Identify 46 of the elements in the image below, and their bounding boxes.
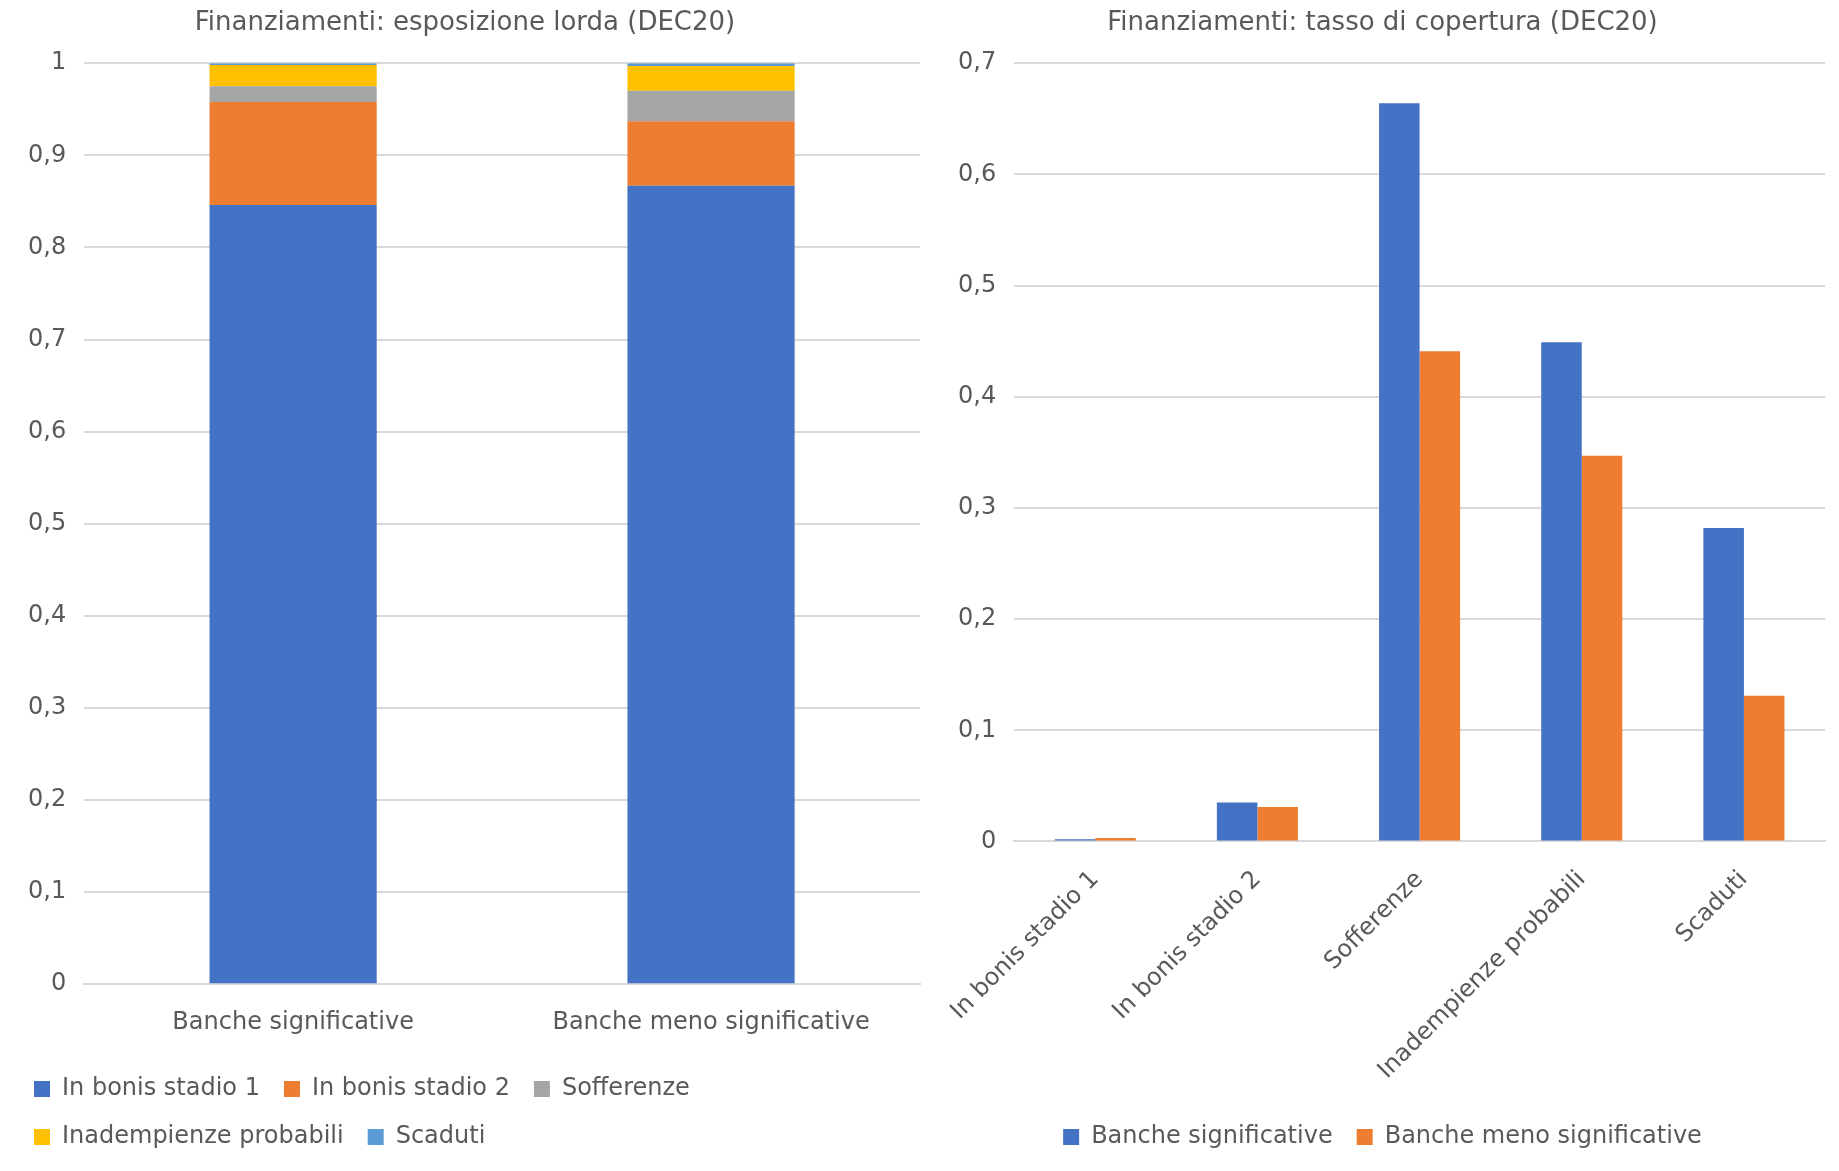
y-tick-label: 0,4 [28, 600, 67, 629]
y-tick-label: 0,7 [28, 323, 67, 352]
y-tick-label: 0,1 [28, 876, 67, 905]
bar [1581, 455, 1623, 841]
bar [627, 185, 795, 984]
x-tick-label: Banche significative [172, 1006, 414, 1035]
y-tick-label: 0,5 [958, 269, 997, 298]
bar [627, 90, 795, 122]
legend-label: Sofferenze [561, 1073, 690, 1102]
y-tick-label: 0,2 [28, 784, 67, 813]
legend-label: Scaduti [395, 1121, 486, 1150]
y-tick-label: 0,6 [28, 415, 67, 444]
legend-label: In bonis stadio 1 [62, 1073, 260, 1102]
y-tick-label: 1 [50, 47, 67, 76]
y-tick-label: 0,6 [958, 158, 997, 187]
bar [627, 121, 795, 186]
bar [1379, 103, 1420, 841]
chart-title: Finanziamenti: tasso di copertura (DEC20) [1107, 6, 1658, 37]
y-tick-label: 0,7 [958, 47, 997, 76]
bar [209, 65, 377, 87]
bar [1703, 527, 1744, 841]
y-tick-label: 0,3 [958, 492, 997, 521]
legend-label: Inadempienze probabili [62, 1121, 344, 1150]
legend-label: Banche meno significative [1384, 1121, 1702, 1150]
bar [209, 205, 377, 984]
legend-label: Banche significative [1091, 1121, 1333, 1150]
bar [1216, 802, 1258, 841]
legend-label: In bonis stadio 2 [311, 1073, 510, 1102]
bar [627, 65, 795, 91]
x-tick-label: Banche meno significative [552, 1006, 870, 1035]
bar [209, 101, 377, 206]
bar [1743, 695, 1785, 841]
bar [1257, 806, 1298, 841]
bar [1419, 351, 1461, 841]
y-tick-label: 0,9 [28, 139, 67, 168]
chart-title: Finanziamenti: esposizione lorda (DEC20) [194, 6, 736, 37]
y-tick-label: 0,4 [958, 380, 997, 409]
y-tick-label: 0,2 [958, 603, 997, 632]
y-tick-label: 0,5 [28, 507, 67, 536]
y-tick-label: 0 [980, 825, 997, 854]
y-tick-label: 0,3 [28, 692, 67, 721]
bar [209, 86, 377, 102]
bar [1541, 342, 1582, 841]
y-tick-label: 0,8 [28, 231, 67, 260]
y-tick-label: 0 [50, 968, 67, 997]
y-tick-label: 0,1 [958, 714, 997, 743]
